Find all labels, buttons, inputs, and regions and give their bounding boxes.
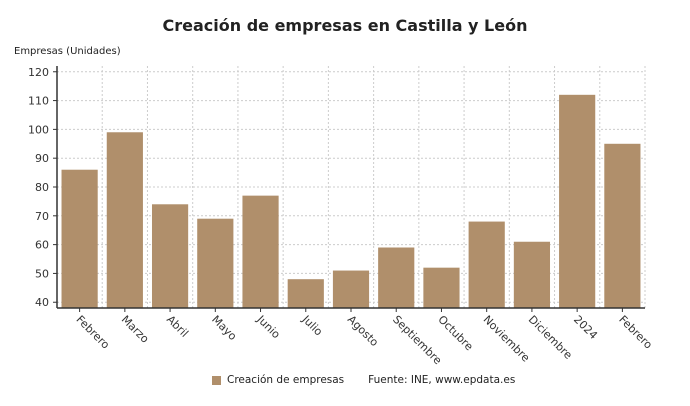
bar bbox=[332, 270, 370, 308]
bar bbox=[604, 143, 641, 308]
y-tick-label: 70 bbox=[35, 210, 49, 223]
x-tick-label: 2024 bbox=[571, 313, 600, 342]
chart-title: Creación de empresas en Castilla y León bbox=[162, 16, 528, 35]
bar bbox=[378, 247, 415, 308]
x-tick-label: Julio bbox=[299, 312, 325, 338]
bar bbox=[559, 94, 596, 308]
bar bbox=[197, 218, 234, 308]
legend: Creación de empresas Fuente: INE, www.ep… bbox=[212, 374, 515, 386]
y-tick-label: 90 bbox=[35, 152, 49, 165]
x-tick-label: Abril bbox=[164, 313, 191, 340]
x-tick-label: Agosto bbox=[345, 313, 381, 349]
y-tick-label: 60 bbox=[35, 239, 49, 252]
y-tick-label: 120 bbox=[28, 66, 49, 79]
legend-label: Creación de empresas bbox=[227, 374, 345, 386]
legend-swatch bbox=[212, 375, 221, 385]
y-tick-label: 80 bbox=[35, 181, 49, 194]
source-text: Fuente: INE, www.epdata.es bbox=[368, 374, 516, 386]
x-tick-label: Octubre bbox=[435, 313, 475, 353]
y-axis-label: Empresas (Unidades) bbox=[14, 46, 121, 57]
y-tick-label: 110 bbox=[28, 95, 49, 108]
bar bbox=[468, 221, 505, 308]
bar bbox=[423, 267, 460, 308]
x-tick-label: Febrero bbox=[616, 313, 655, 352]
bar bbox=[151, 204, 189, 308]
x-tick-label: Marzo bbox=[119, 313, 152, 346]
bar bbox=[513, 241, 551, 308]
x-tick-label: Junio bbox=[254, 312, 283, 341]
x-tick-label: Febrero bbox=[73, 313, 112, 352]
y-tick-label: 40 bbox=[35, 296, 49, 309]
x-tick-label: Noviembre bbox=[481, 313, 533, 365]
y-tick-label: 100 bbox=[28, 123, 49, 136]
x-tick-label: Mayo bbox=[209, 313, 239, 343]
bar bbox=[61, 169, 98, 308]
bar bbox=[242, 195, 279, 308]
y-tick-label: 50 bbox=[35, 267, 49, 280]
x-tick-label: Diciembre bbox=[526, 313, 575, 362]
bar bbox=[287, 279, 324, 308]
bar bbox=[106, 132, 143, 308]
